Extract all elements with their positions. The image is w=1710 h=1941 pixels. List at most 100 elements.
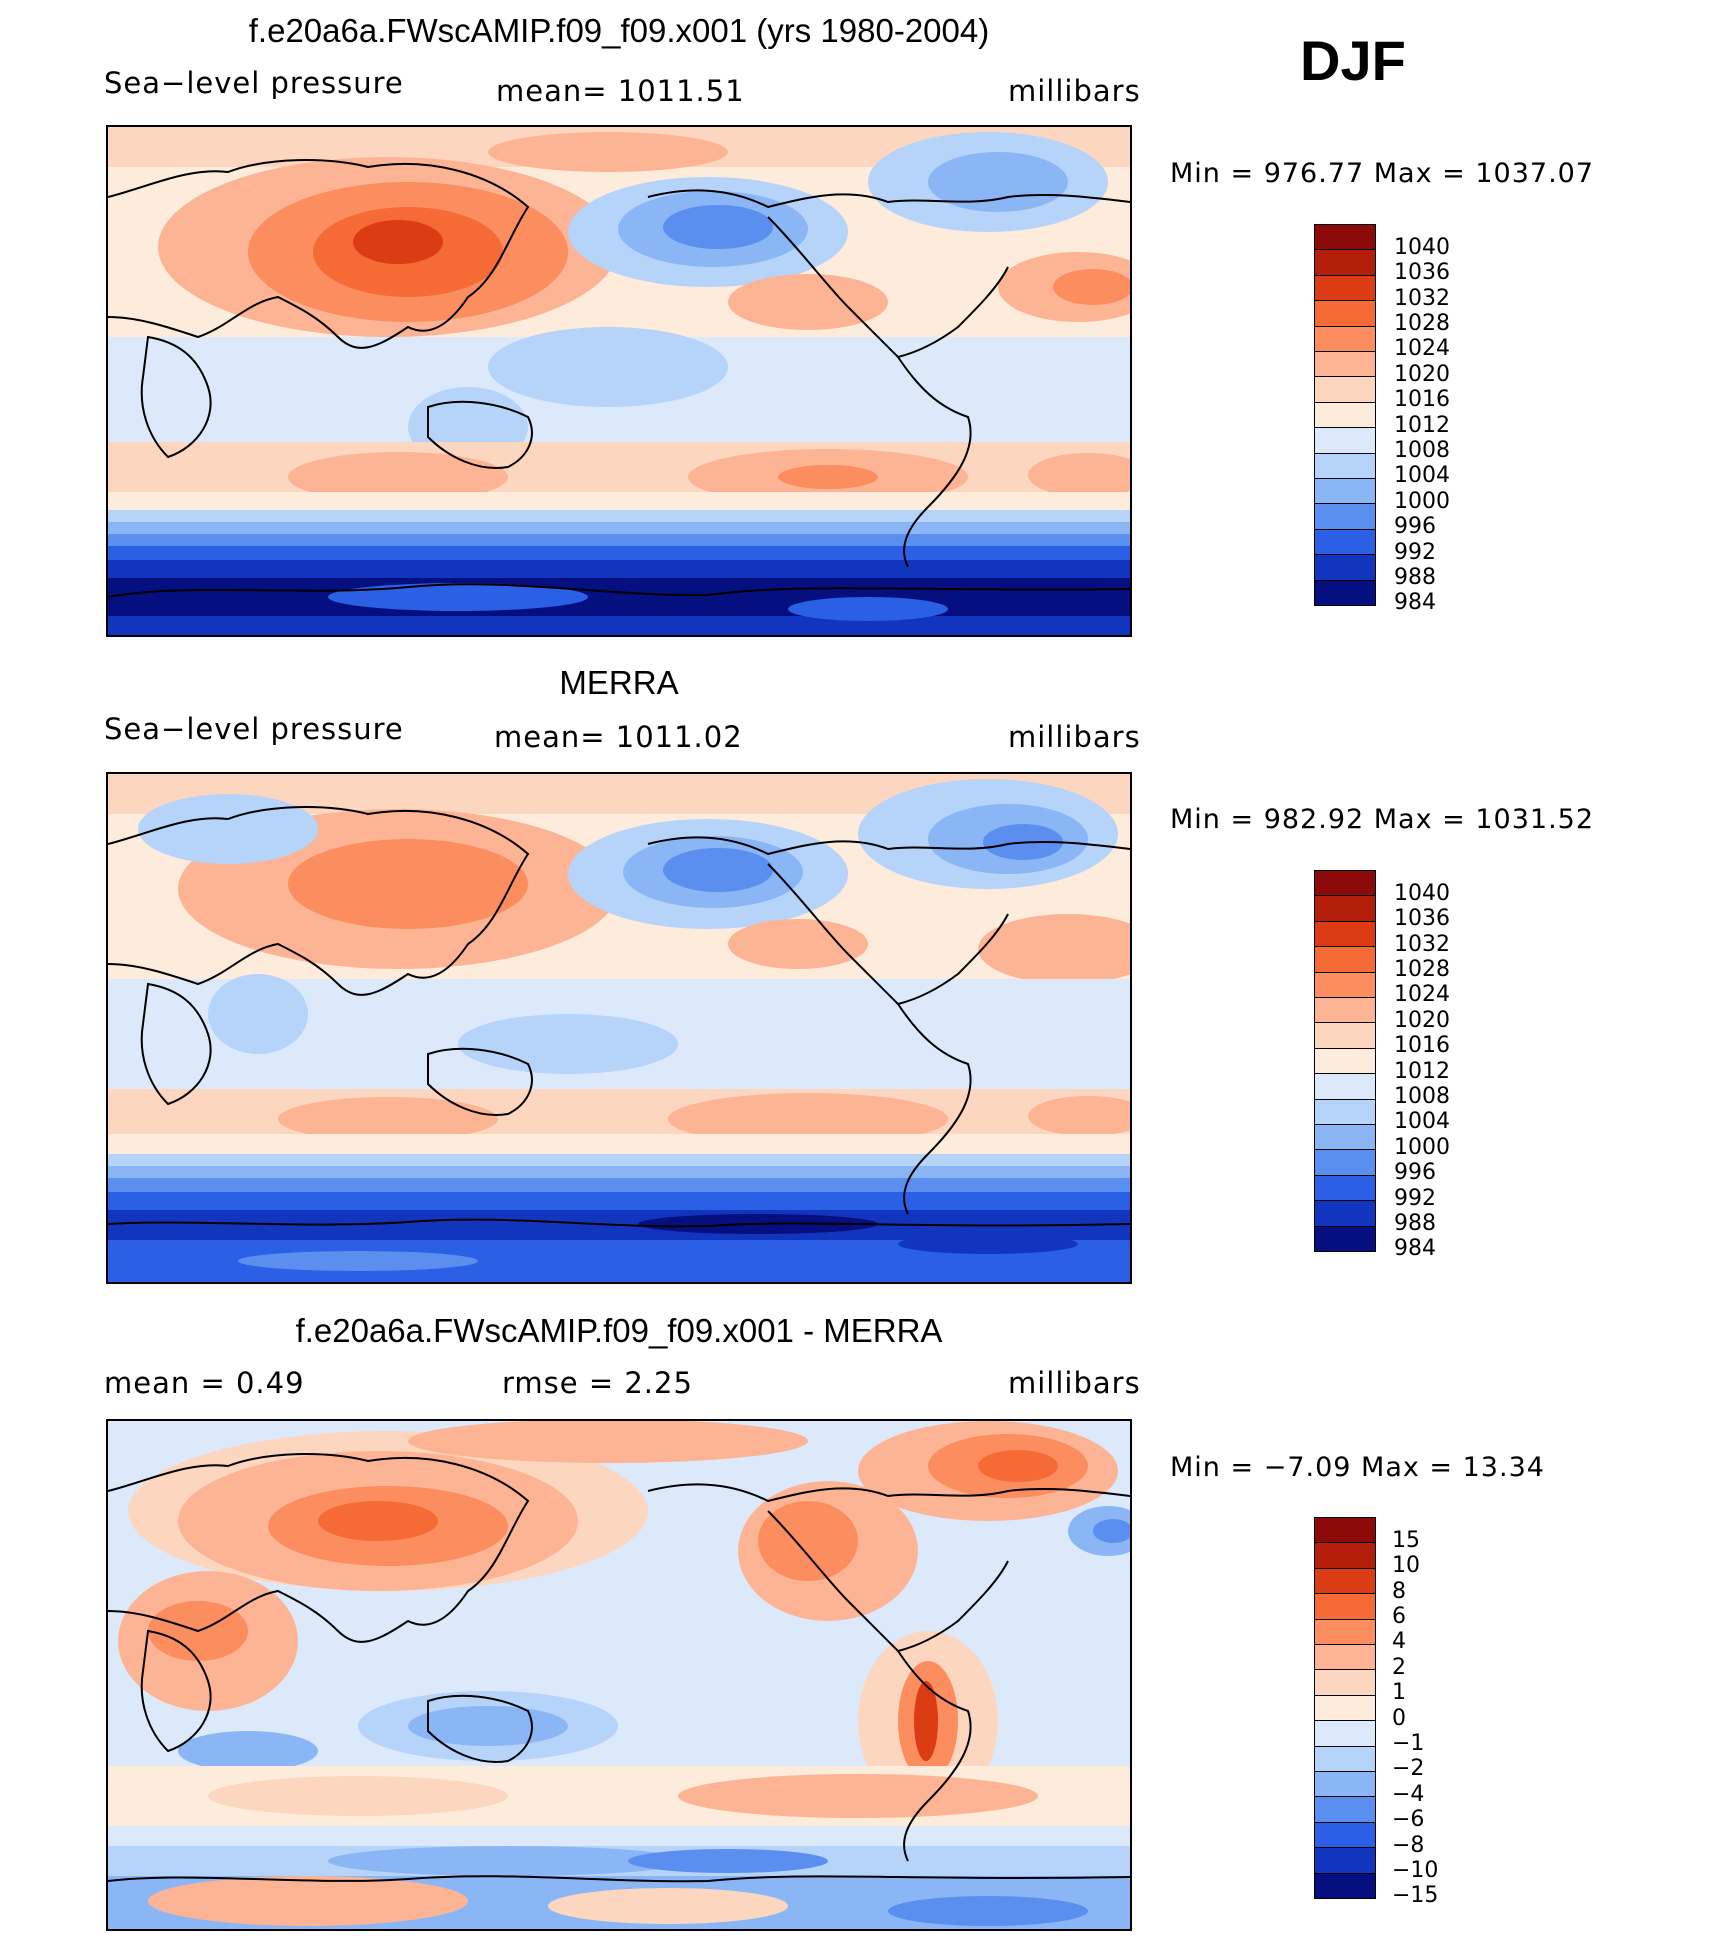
colorbar-label: 1028: [1394, 310, 1450, 336]
colorbar-label: −15: [1392, 1883, 1439, 1909]
panel-2-map: [106, 772, 1132, 1284]
colorbar-label: −2: [1392, 1756, 1425, 1782]
colorbar-label: 1008: [1394, 1083, 1450, 1109]
colorbar-swatch: [1314, 997, 1376, 1024]
colorbar-swatch: [1314, 1618, 1376, 1645]
panel-1-mean-label: mean= 1011.51: [496, 74, 745, 108]
colorbar-label: −1: [1392, 1730, 1425, 1756]
colorbar-swatch: [1314, 1542, 1376, 1569]
colorbar-label: 984: [1394, 590, 1436, 616]
colorbar-label: 1004: [1394, 463, 1450, 489]
panel-3-minmax: Min = −7.09 Max = 13.34: [1170, 1452, 1545, 1483]
panel-3-mean-label: mean = 0.49: [104, 1366, 305, 1400]
colorbar-swatch: [1314, 224, 1376, 251]
colorbar-swatch: [1314, 1149, 1376, 1176]
colorbar-label: 1020: [1394, 1007, 1450, 1033]
panel-3-units-label: millibars: [1008, 1366, 1141, 1400]
colorbar-swatch: [1314, 1745, 1376, 1772]
panel-1-units-label: millibars: [1008, 74, 1141, 108]
colorbar-label: 1020: [1394, 361, 1450, 387]
colorbar-label: 1032: [1394, 285, 1450, 311]
colorbar-swatch: [1314, 946, 1376, 973]
colorbar-swatch: [1314, 452, 1376, 479]
colorbar-label: 1024: [1394, 982, 1450, 1008]
panel-1-map: [106, 125, 1132, 637]
colorbar-label: 996: [1394, 1160, 1436, 1186]
colorbar-swatch: [1314, 895, 1376, 922]
panel-2-map-plot: [108, 774, 1130, 1282]
colorbar-swatch: [1314, 300, 1376, 327]
colorbar-label: 2: [1392, 1654, 1406, 1680]
colorbar-label: 1028: [1394, 956, 1450, 982]
colorbar-swatch: [1314, 274, 1376, 302]
colorbar-label: 1000: [1394, 488, 1450, 514]
colorbar-label: 1000: [1394, 1134, 1450, 1160]
colorbar-swatch: [1314, 1669, 1376, 1696]
colorbar-label: 1040: [1394, 880, 1450, 906]
colorbar-swatch: [1314, 376, 1376, 403]
colorbar-label: 1016: [1394, 1033, 1450, 1059]
colorbar-label: 1016: [1394, 387, 1450, 413]
colorbar-label: 984: [1394, 1236, 1436, 1262]
colorbar-swatch: [1314, 1847, 1376, 1874]
colorbar-swatch: [1314, 1174, 1376, 1202]
colorbar-swatch: [1314, 1694, 1376, 1722]
colorbar-swatch: [1314, 1022, 1376, 1049]
panel-2-variable-label: Sea−level pressure: [104, 712, 404, 746]
colorbar-swatch: [1314, 1796, 1376, 1823]
colorbar-swatch: [1314, 351, 1376, 378]
colorbar-swatch: [1314, 1821, 1376, 1849]
panel-2-units-label: millibars: [1008, 720, 1141, 754]
colorbar-swatch: [1314, 1593, 1376, 1620]
colorbar-swatch: [1314, 401, 1376, 429]
colorbar-label: 15: [1392, 1527, 1420, 1553]
colorbar-label: 992: [1394, 1185, 1436, 1211]
colorbar-swatch: [1314, 920, 1376, 948]
colorbar-swatch: [1314, 528, 1376, 556]
colorbar-swatch: [1314, 1872, 1376, 1899]
colorbar-swatch: [1314, 1720, 1376, 1747]
colorbar-label: −4: [1392, 1781, 1425, 1807]
colorbar-label: 1036: [1394, 260, 1450, 286]
colorbar-label: 1012: [1394, 1058, 1450, 1084]
colorbar-swatch: [1314, 1567, 1376, 1595]
panel-3-title: f.e20a6a.FWscAMIP.f09_f09.x001 - MERRA: [295, 1312, 943, 1349]
colorbar-label: 4: [1392, 1629, 1406, 1655]
panel-3-map-plot: [108, 1421, 1130, 1929]
colorbar-swatch: [1314, 1073, 1376, 1100]
colorbar-label: 996: [1394, 514, 1436, 540]
colorbar-label: 1012: [1394, 412, 1450, 438]
colorbar-label: −10: [1392, 1857, 1439, 1883]
colorbar-swatch: [1314, 971, 1376, 998]
colorbar-swatch: [1314, 554, 1376, 581]
colorbar-swatch: [1314, 1517, 1376, 1544]
colorbar-label: 988: [1394, 1210, 1436, 1236]
colorbar-label: 8: [1392, 1578, 1406, 1604]
colorbar-label: 0: [1392, 1705, 1406, 1731]
panel-1-title: f.e20a6a.FWscAMIP.f09_f09.x001 (yrs 1980…: [248, 12, 990, 49]
colorbar-label: 10: [1392, 1553, 1420, 1579]
colorbar-swatch: [1314, 249, 1376, 276]
colorbar-swatch: [1314, 870, 1376, 897]
colorbar-label: 1: [1392, 1680, 1406, 1706]
colorbar-swatch: [1314, 1771, 1376, 1798]
colorbar-swatch: [1314, 503, 1376, 530]
season-label: DJF: [1300, 29, 1406, 92]
colorbar-label: −6: [1392, 1807, 1425, 1833]
colorbar-label: 1032: [1394, 931, 1450, 957]
colorbar-label: 1040: [1394, 234, 1450, 260]
panel-2-minmax: Min = 982.92 Max = 1031.52: [1170, 804, 1595, 835]
colorbar-swatch: [1314, 427, 1376, 454]
colorbar-label: 992: [1394, 539, 1436, 565]
colorbar-swatch: [1314, 1124, 1376, 1151]
panel-1-minmax: Min = 976.77 Max = 1037.07: [1170, 158, 1595, 189]
colorbar-swatch: [1314, 478, 1376, 505]
colorbar-swatch: [1314, 1047, 1376, 1075]
panel-1-variable-label: Sea−level pressure: [104, 66, 404, 100]
panel-3-map: [106, 1419, 1132, 1931]
panel-2-mean-label: mean= 1011.02: [494, 720, 743, 754]
panel-2-title: MERRA: [559, 664, 679, 701]
colorbar-label: 1036: [1394, 906, 1450, 932]
colorbar-label: 1008: [1394, 437, 1450, 463]
colorbar-swatch: [1314, 1644, 1376, 1671]
